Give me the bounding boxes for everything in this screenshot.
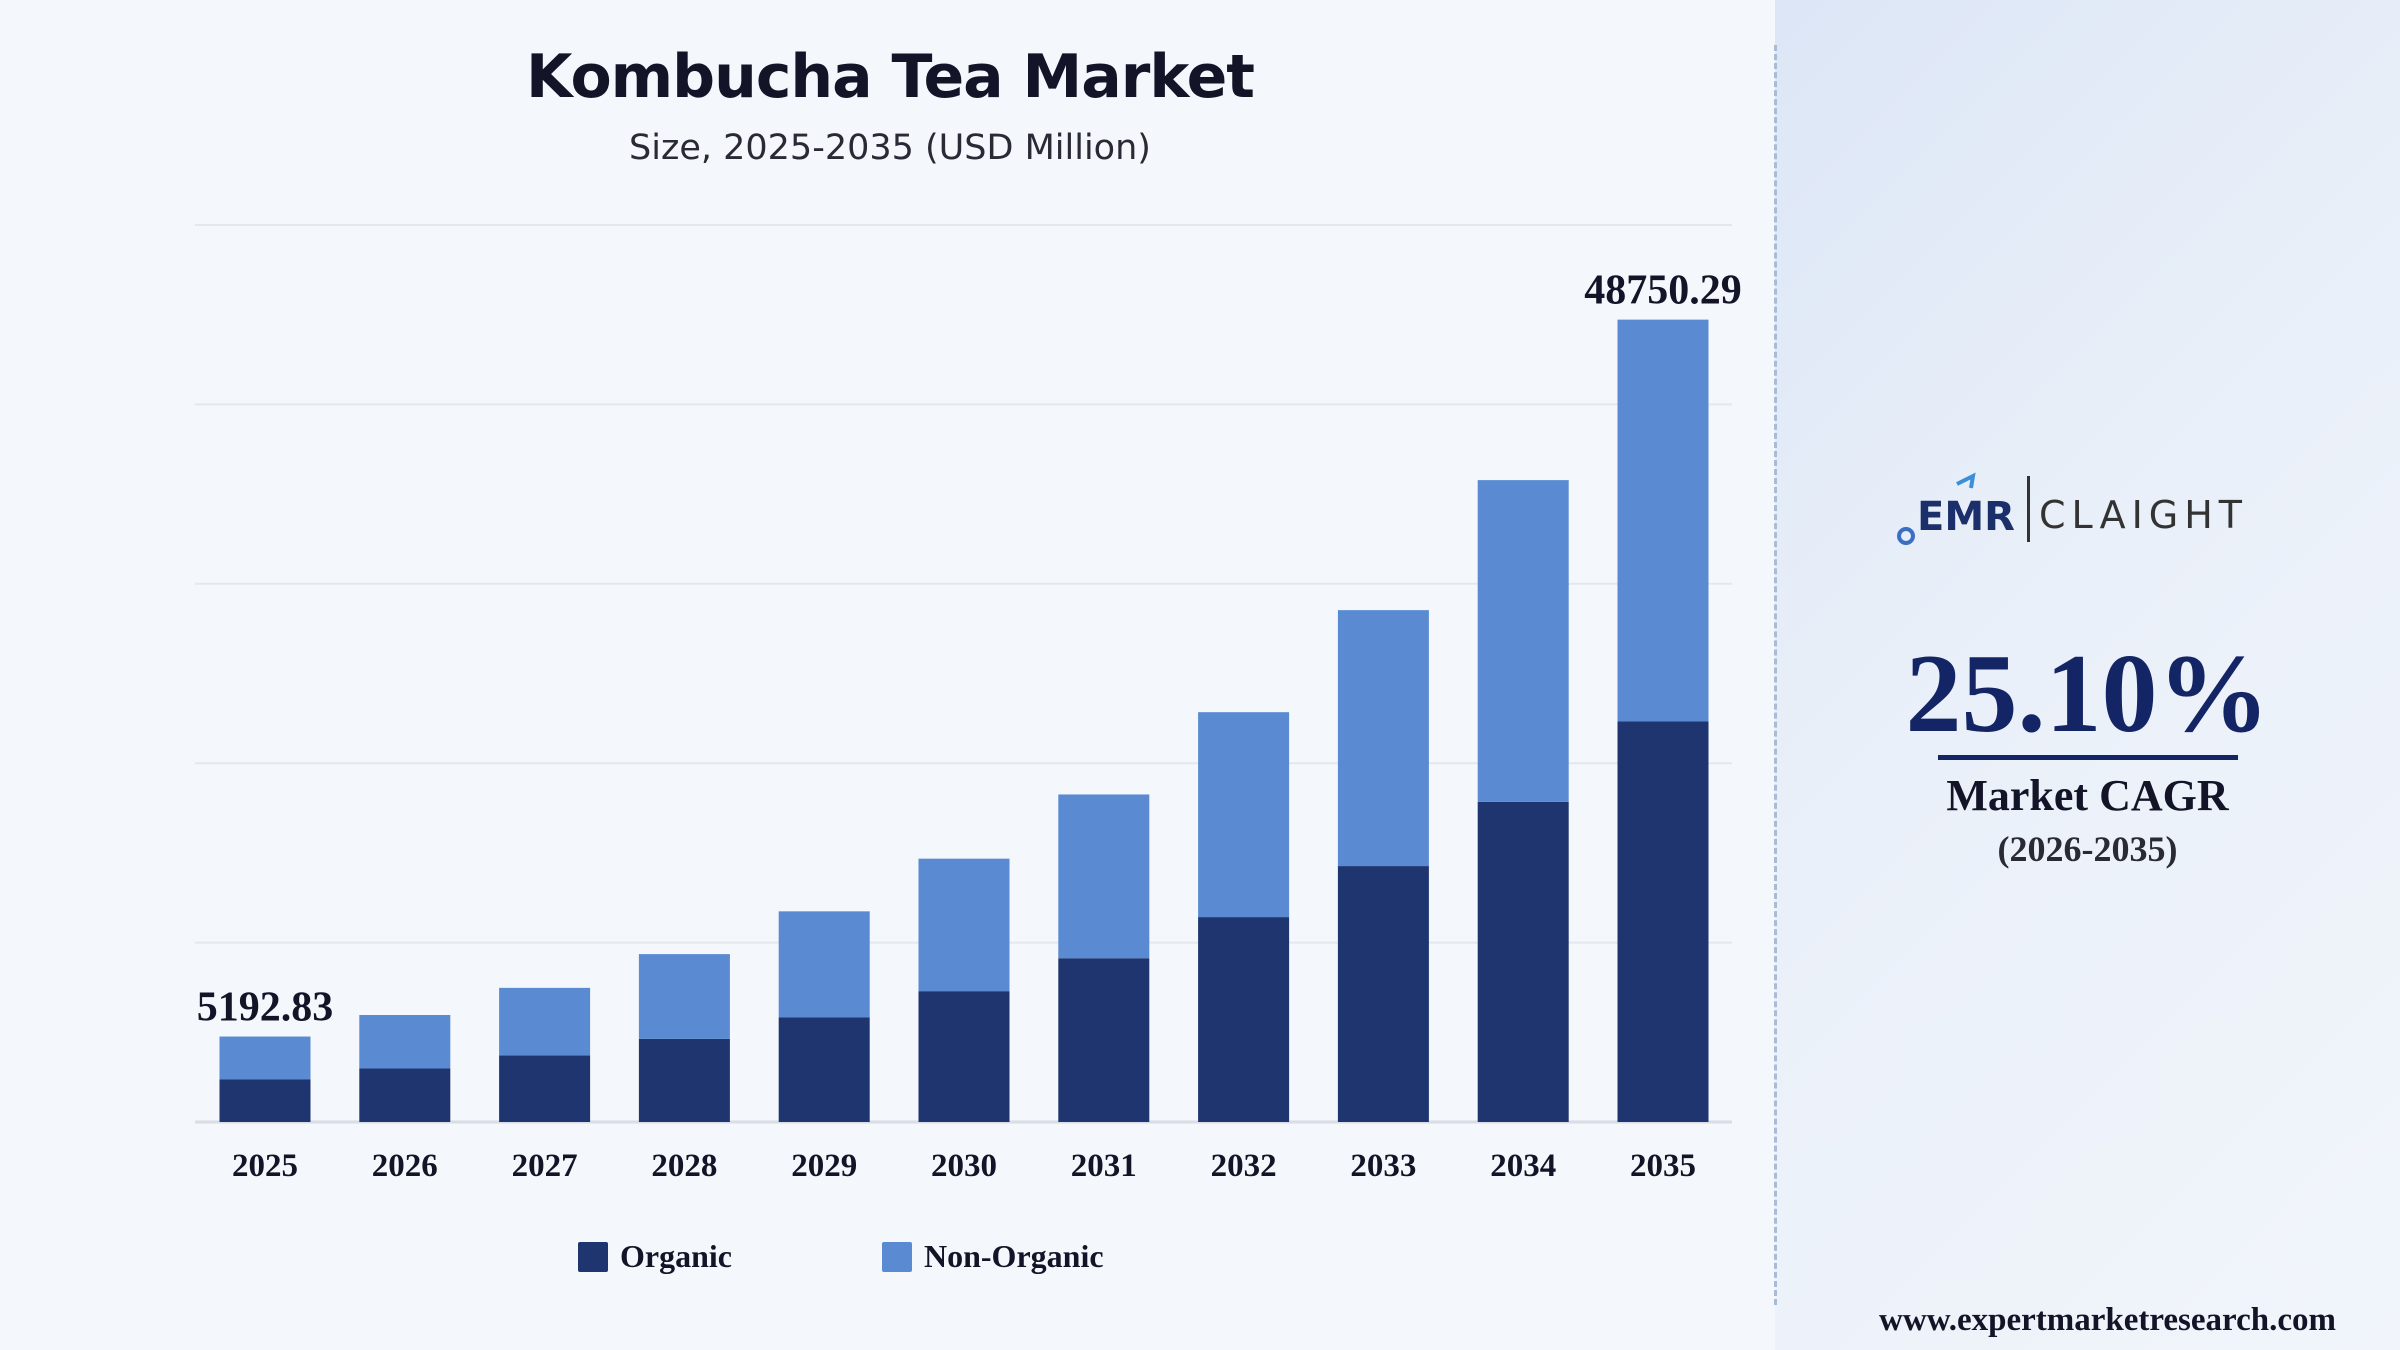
logo-separator bbox=[2027, 476, 2030, 542]
legend-item-organic: Organic bbox=[578, 1238, 732, 1275]
chart-title: Kombucha Tea Market bbox=[526, 42, 1255, 112]
x-tick-label: 2034 bbox=[1490, 1148, 1556, 1184]
x-tick-label: 2033 bbox=[1350, 1148, 1416, 1184]
cagr-label: Market CAGR bbox=[1946, 771, 2229, 820]
chart-legend: Organic Non-Organic bbox=[578, 1238, 1254, 1275]
emr-claight-logo: EMR CLAIGHT bbox=[1897, 472, 2248, 545]
x-tick-label: 2030 bbox=[931, 1148, 997, 1184]
bar-organic-2033 bbox=[1337, 866, 1429, 1122]
bar-organic-2028 bbox=[638, 1038, 730, 1122]
logo-arrow-icon bbox=[1956, 472, 1976, 489]
bar-non-organic-2032 bbox=[1198, 712, 1290, 918]
cagr-value: 25.10% bbox=[1905, 632, 2270, 756]
logo-claight-text: CLAIGHT bbox=[2039, 493, 2248, 537]
bar-organic-2027 bbox=[499, 1055, 591, 1122]
summary-panel bbox=[1775, 0, 2400, 1350]
bar-non-organic-2028 bbox=[638, 954, 730, 1039]
x-tick-label: 2029 bbox=[791, 1148, 857, 1184]
cagr-period: (2026-2035) bbox=[1997, 829, 2178, 869]
cagr-underline bbox=[1938, 755, 2238, 760]
x-tick-label: 2032 bbox=[1211, 1148, 1277, 1184]
bar-non-organic-2035 bbox=[1617, 319, 1709, 722]
bar-organic-2026 bbox=[359, 1068, 451, 1122]
bar-organic-2035 bbox=[1617, 721, 1709, 1122]
x-tick-label: 2028 bbox=[651, 1148, 717, 1184]
bar-non-organic-2033 bbox=[1337, 610, 1429, 867]
bar-organic-2031 bbox=[1058, 958, 1150, 1122]
x-tick-label: 2025 bbox=[232, 1148, 298, 1184]
bar-non-organic-2026 bbox=[359, 1015, 451, 1069]
bar-non-organic-2031 bbox=[1058, 794, 1150, 959]
bar-non-organic-2029 bbox=[778, 911, 870, 1018]
bar-chart: 2025 2026 2027 2028 2029 2030 2031 2032 2033 2034… bbox=[195, 224, 1742, 1184]
legend-swatch-non-organic bbox=[881, 1241, 912, 1272]
legend-label-non-organic: Non-Organic bbox=[923, 1238, 1104, 1274]
bar-non-organic-2027 bbox=[499, 987, 591, 1056]
logo-dot-icon bbox=[1897, 527, 1915, 545]
data-label-2035: 48750.29 bbox=[1584, 268, 1742, 314]
x-tick-label: 2027 bbox=[512, 1148, 578, 1184]
panel-divider bbox=[1774, 45, 1777, 1305]
x-tick-label: 2026 bbox=[372, 1148, 438, 1184]
bar-non-organic-2034 bbox=[1477, 480, 1569, 802]
bar-organic-2032 bbox=[1198, 917, 1290, 1122]
legend-label-organic: Organic bbox=[620, 1238, 732, 1274]
x-tick-label: 2031 bbox=[1071, 1148, 1137, 1184]
bar-organic-2025 bbox=[219, 1079, 311, 1122]
bar-non-organic-2025 bbox=[219, 1036, 311, 1080]
legend-item-non-organic: Non-Organic bbox=[881, 1238, 1104, 1275]
legend-swatch-organic bbox=[578, 1241, 608, 1272]
data-label-2025: 5192.83 bbox=[197, 985, 334, 1031]
website-url: www.expertmarketresearch.com bbox=[1879, 1302, 2336, 1338]
logo-emr-text: EMR bbox=[1917, 494, 2015, 540]
bar-organic-2029 bbox=[778, 1017, 870, 1122]
bar-non-organic-2030 bbox=[918, 858, 1010, 992]
chart-subtitle: Size, 2025-2035 (USD Million) bbox=[629, 128, 1151, 168]
bar-organic-2034 bbox=[1477, 801, 1569, 1122]
bar-organic-2030 bbox=[918, 991, 1010, 1122]
x-tick-label: 2035 bbox=[1630, 1148, 1696, 1184]
